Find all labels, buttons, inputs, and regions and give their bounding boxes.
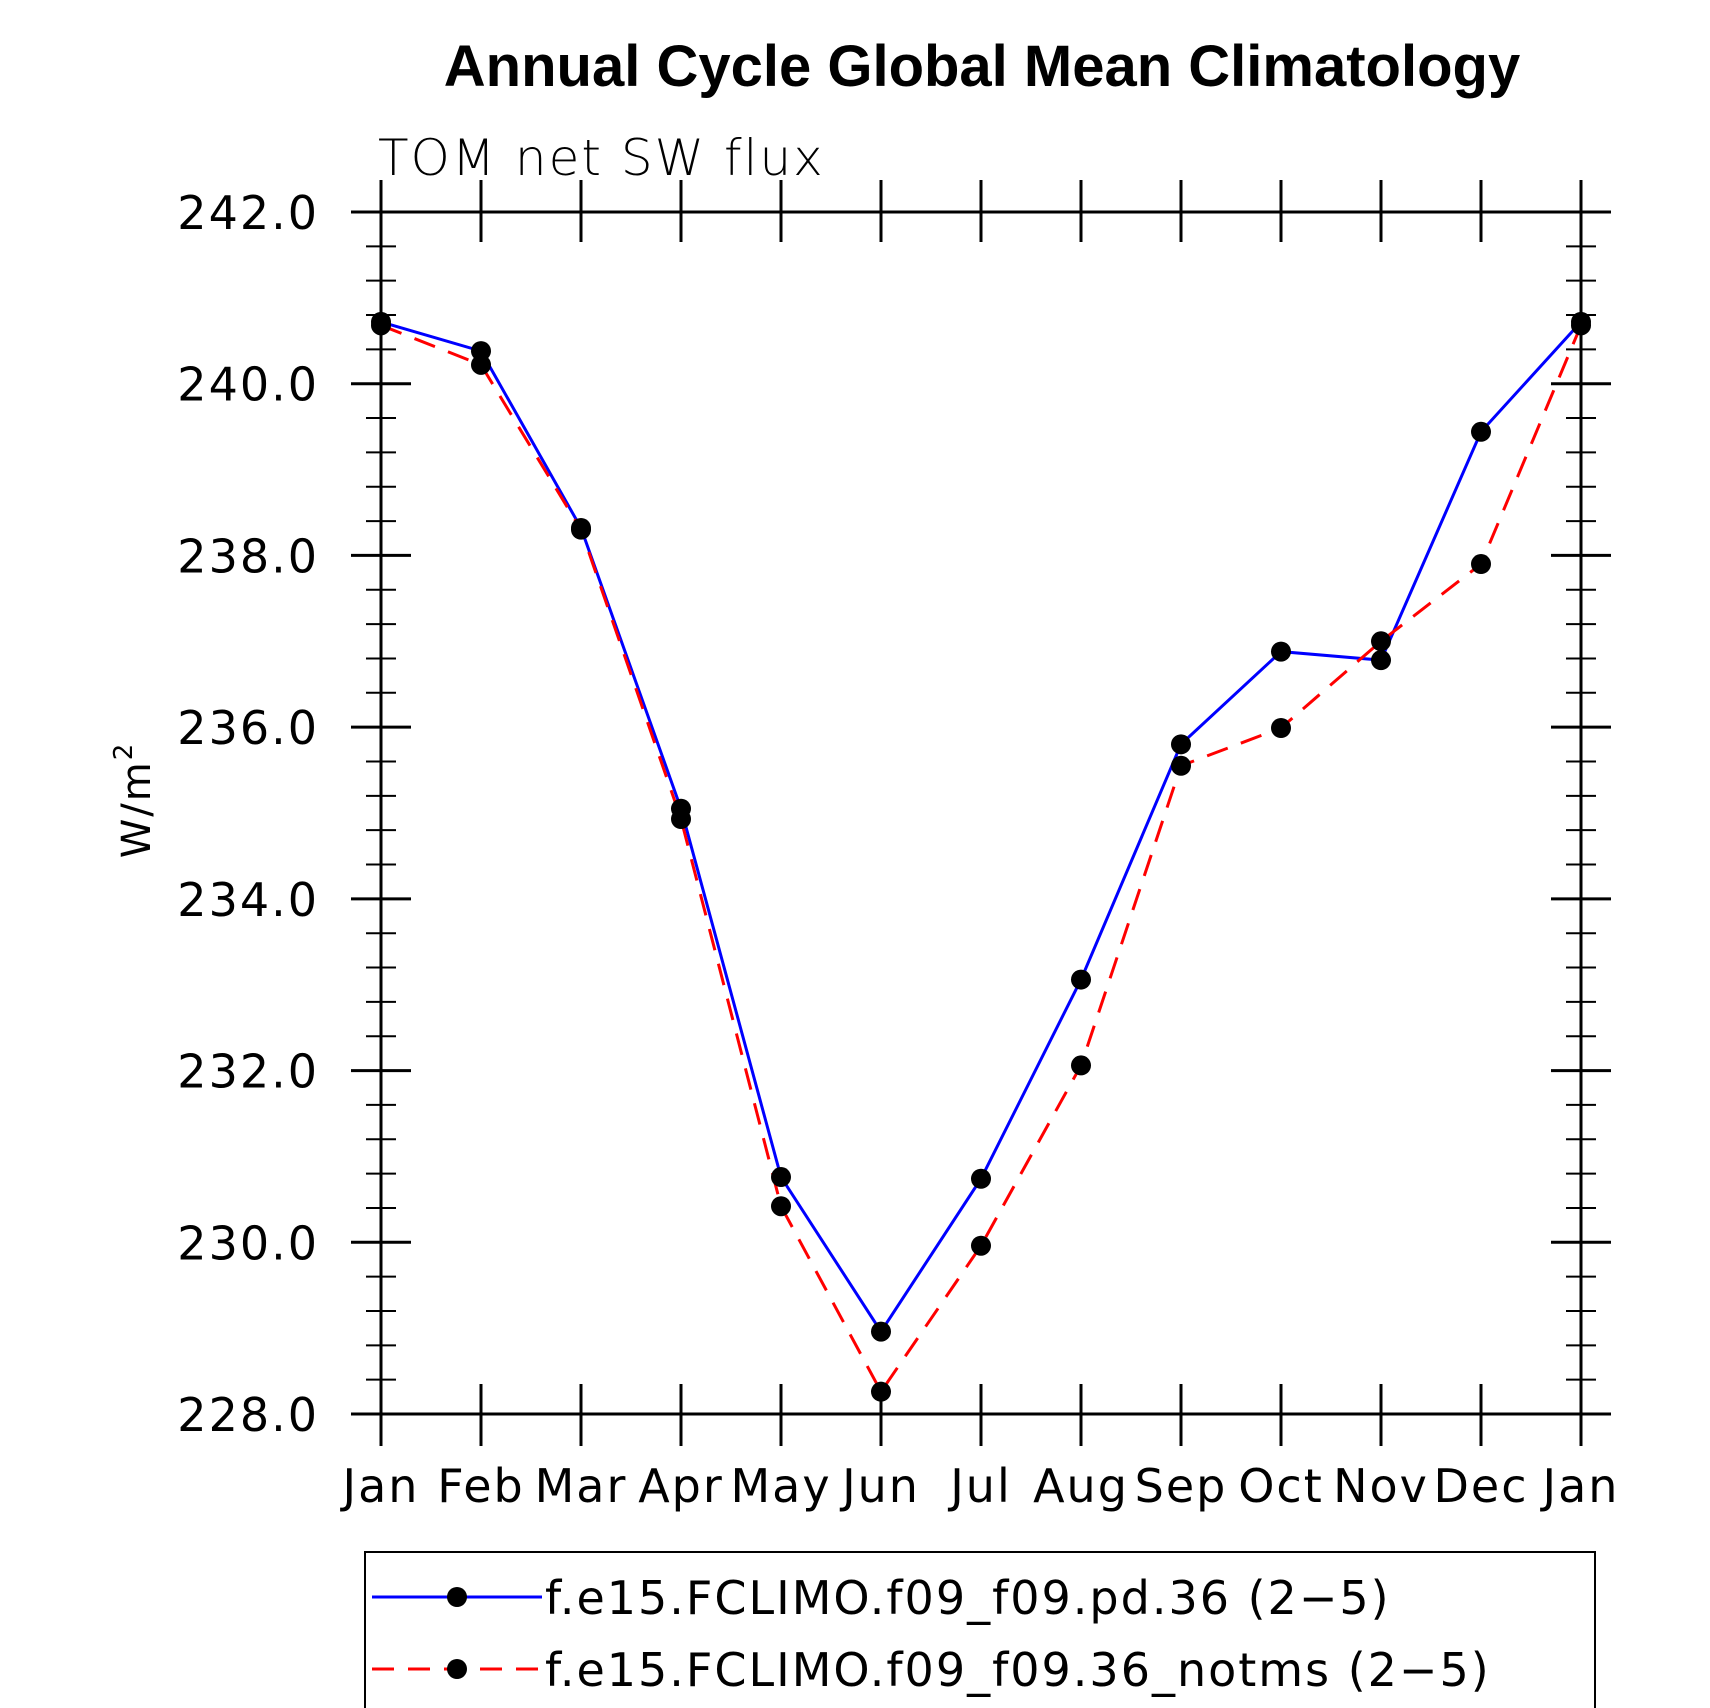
- x-tick-label: Mar: [535, 1459, 628, 1513]
- x-tick-label: Nov: [1333, 1459, 1429, 1513]
- legend-marker-series-1: [447, 1587, 467, 1607]
- x-tick-label: Jul: [947, 1459, 1012, 1513]
- series-1-point: [1271, 641, 1291, 662]
- y-tick-label: 232.0: [177, 1045, 319, 1099]
- legend-label-series-2: f.e15.FCLIMO.f09_f09.36_notms (2−5): [545, 1643, 1491, 1697]
- x-tick-label: Feb: [437, 1459, 524, 1513]
- series-2-point: [971, 1235, 991, 1256]
- y-tick-label: 240.0: [177, 358, 319, 412]
- x-tick-label: Sep: [1135, 1459, 1228, 1513]
- y-axis-label-superscript: 2: [109, 742, 139, 761]
- series-1-point: [1171, 734, 1191, 755]
- series-2-point: [1571, 315, 1591, 336]
- series-2-point: [571, 519, 591, 540]
- series-2-point: [471, 354, 491, 375]
- x-tick-label: Oct: [1238, 1459, 1324, 1513]
- y-tick-label: 236.0: [177, 701, 319, 755]
- x-axis: Jan Feb Mar Apr May Jun Jul Aug Sep Oct Nov Dec Jan: [340, 180, 1620, 1513]
- series-2-point: [671, 809, 691, 830]
- y-tick-label: 234.0: [177, 873, 319, 927]
- legend: f.e15.FCLIMO.f09_f09.pd.36 (2−5) f.e15.F…: [364, 1551, 1596, 1708]
- x-tick-label: Jan: [1540, 1459, 1620, 1513]
- y-axis-title: W/m2: [109, 742, 160, 859]
- series-2-point: [1471, 554, 1491, 575]
- series-2-point: [1171, 755, 1191, 776]
- legend-marker-series-2: [447, 1659, 467, 1679]
- series-2-point: [371, 315, 391, 336]
- series-1-point: [971, 1168, 991, 1189]
- legend-box: [364, 1551, 1596, 1708]
- series-2-point: [1271, 718, 1291, 739]
- legend-label-series-1: f.e15.FCLIMO.f09_f09.pd.36 (2−5): [545, 1571, 1391, 1625]
- svg-text:W/m2: W/m2: [109, 742, 160, 859]
- series-1-point: [771, 1167, 791, 1188]
- x-tick-label: Dec: [1433, 1459, 1528, 1513]
- y-tick-label: 242.0: [177, 186, 319, 240]
- series-1-point: [1471, 421, 1491, 442]
- series-line-2: [380, 323, 1583, 1395]
- plot-frame: [379, 210, 1583, 1416]
- series-layer: [371, 311, 1591, 1402]
- series-1-point: [871, 1321, 891, 1342]
- series-1-point: [1371, 650, 1391, 671]
- series-2-point: [1371, 631, 1391, 652]
- x-tick-label: Aug: [1033, 1459, 1129, 1513]
- y-tick-label: 228.0: [177, 1388, 319, 1442]
- series-1-point: [1071, 969, 1091, 990]
- series-2-point: [871, 1381, 891, 1402]
- x-tick-label: May: [730, 1459, 831, 1513]
- y-tick-label: 230.0: [177, 1216, 319, 1270]
- x-tick-label: Jan: [340, 1459, 420, 1513]
- chart-subtitle: TOM net SW flux: [378, 129, 825, 187]
- series-2-point: [1071, 1055, 1091, 1076]
- series-1-point: [471, 341, 491, 362]
- y-axis-label: W/m: [114, 760, 160, 858]
- y-tick-label: 238.0: [177, 529, 319, 583]
- x-tick-label: Jun: [839, 1459, 920, 1513]
- series-2-point: [771, 1196, 791, 1217]
- x-tick-label: Apr: [638, 1459, 724, 1513]
- chart-title: Annual Cycle Global Mean Climatology: [444, 34, 1520, 99]
- y-axis: 228.0 230.0 232.0 234.0 236.0 238.0 240.0 242.0: [177, 186, 1611, 1442]
